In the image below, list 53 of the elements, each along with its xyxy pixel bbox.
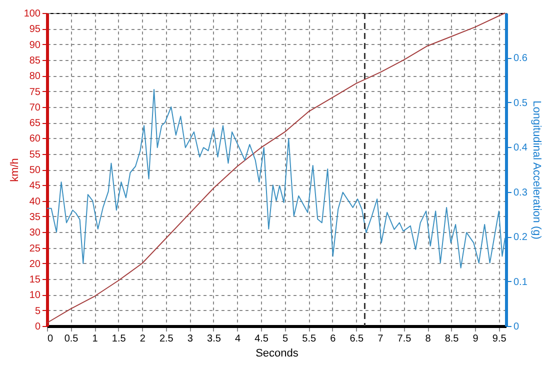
x-tick-label: 0 (48, 334, 54, 344)
y2-tick-label: 0.1 (514, 276, 528, 288)
y-tick-label: 50 (29, 165, 41, 176)
y-tick-label: 55 (29, 149, 41, 160)
y-tick-label: 65 (29, 118, 41, 130)
y-tick-label: 75 (29, 86, 41, 98)
line-series (46, 12, 506, 324)
y-tick-label: 60 (29, 134, 41, 145)
y-tick-label: 0 (34, 322, 41, 332)
x-tick-label: 4 (234, 334, 241, 344)
y-tick-label: 80 (29, 71, 41, 82)
x-tick-label: 8 (425, 334, 432, 344)
x-tick-label: 3 (187, 334, 194, 344)
y-tick-label: 30 (29, 228, 41, 239)
x-tick-label: 2 (140, 334, 146, 344)
y-tick-label: 40 (29, 196, 41, 208)
y2-tick-label: 0.6 (514, 53, 528, 64)
x-tick-label: 5.5 (302, 334, 316, 344)
x-tick-label: 6 (330, 334, 336, 344)
line-series (46, 88, 506, 268)
y-tick-label: 45 (29, 180, 41, 192)
x-tick-label: 7 (378, 334, 384, 344)
y2-tick-label: 0.5 (514, 98, 528, 109)
y-tick-label: 35 (29, 212, 41, 223)
y-tick-label: 95 (29, 24, 41, 36)
y-tick-label: 5 (34, 306, 41, 317)
x-tick-label: 0.5 (64, 334, 79, 344)
y-tick-label: 15 (29, 274, 41, 286)
y2-axis-title: Longitudinal Acceleration (g) (530, 100, 542, 240)
x-tick-label: 2.5 (159, 334, 174, 344)
x-tick-label: 4.5 (254, 334, 269, 344)
y-tick-label: 85 (29, 55, 41, 66)
x-tick-label: 1.5 (112, 334, 126, 344)
y-tick-label: 10 (29, 290, 41, 302)
x-tick-label: 9 (472, 334, 479, 344)
x-tick-label: 8.5 (444, 334, 460, 344)
y2-tick-label: 0.4 (514, 142, 528, 154)
x-tick-label: 9.5 (492, 334, 507, 344)
y-tick-label: 25 (29, 243, 41, 254)
y2-tick-label: 0.3 (514, 187, 528, 198)
x-tick-label: 7.5 (397, 334, 412, 344)
y-tick-label: 20 (29, 258, 41, 270)
x-tick-label: 3.5 (207, 334, 222, 344)
x-tick-label: 5 (282, 334, 289, 344)
x-tick-label: 1 (92, 334, 98, 344)
y-tick-label: 100 (24, 8, 41, 20)
y-tick-label: 90 (29, 40, 41, 51)
x-axis-title: Seconds (256, 348, 299, 360)
y2-tick-label: 0 (514, 322, 520, 332)
x-tick-label: 6.5 (350, 334, 364, 344)
y2-tick-label: 0.2 (514, 232, 528, 244)
y-axis-title: km/h (8, 158, 21, 182)
y-tick-label: 70 (29, 102, 41, 114)
